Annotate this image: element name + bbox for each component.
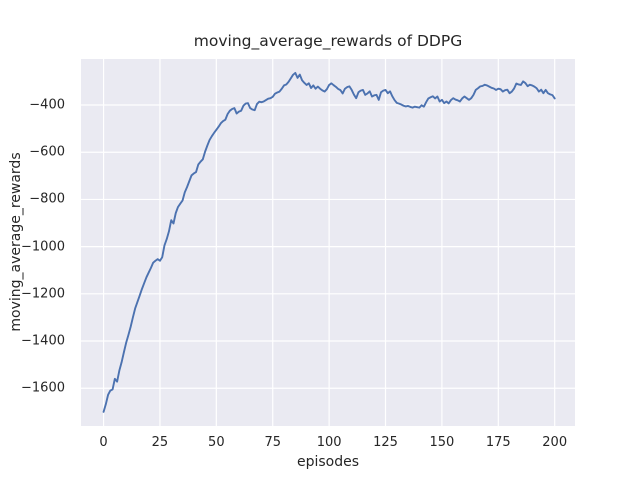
x-tick-label: 125: [373, 435, 398, 450]
x-tick-label: 25: [151, 435, 169, 450]
reward-line: [102, 71, 556, 413]
y-tick-label: −400: [29, 97, 65, 113]
x-tick-label: 200: [542, 435, 568, 450]
y-tick-label: −600: [29, 144, 65, 160]
x-tick-label: 175: [485, 435, 511, 450]
plot-area: [81, 59, 575, 426]
y-tick-label: −1400: [21, 333, 65, 349]
x-tick-label: 50: [208, 435, 225, 450]
x-axis-label: episodes: [296, 454, 360, 470]
x-tick-label: 100: [316, 435, 342, 450]
grid-lines: [81, 59, 575, 426]
y-axis-label: moving_average_rewards: [8, 152, 24, 332]
plot-canvas: [81, 59, 575, 426]
y-tick-label: −1600: [21, 380, 65, 396]
x-tick-label: 0: [99, 435, 108, 450]
x-tick-label: 75: [264, 435, 282, 450]
y-tick-label: −800: [29, 191, 65, 207]
chart-title: moving_average_rewards of DDPG: [193, 32, 463, 50]
y-tick-label: −1000: [21, 239, 65, 255]
x-tick-label: 150: [429, 435, 455, 450]
y-tick-label: −1200: [21, 286, 65, 302]
